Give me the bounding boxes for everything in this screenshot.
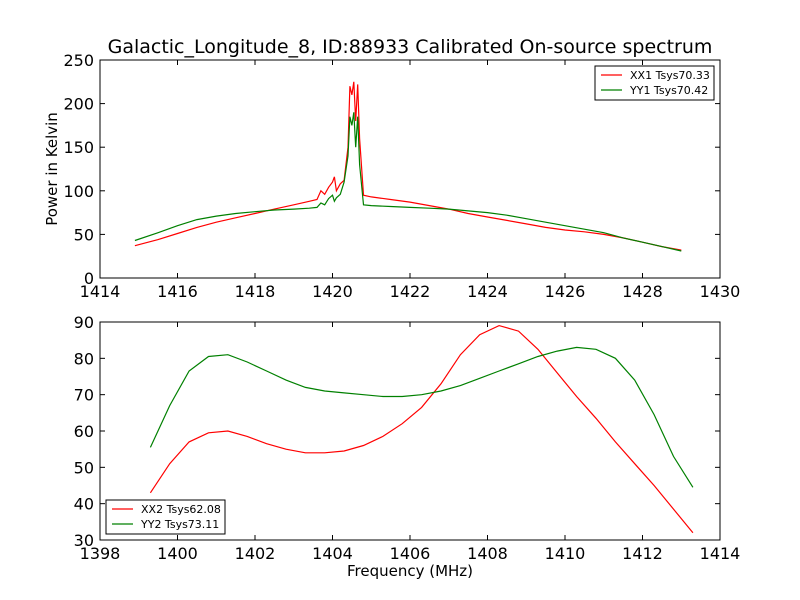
top-series-layer <box>134 81 682 252</box>
bottom-series-layer <box>149 324 694 534</box>
bottom-plot: Frequency (MHz) 1398 1400 1402 1404 1406 1408… <box>74 313 741 580</box>
top-y-tick-label: 100 <box>63 182 94 201</box>
top-series-line-1 <box>134 81 682 251</box>
bottom-series-line-1 <box>149 324 694 534</box>
top-series-line-2 <box>134 112 682 252</box>
bottom-x-tick-label: 1404 <box>312 544 353 563</box>
top-y-tick-label: 150 <box>63 138 94 157</box>
top-legend-box <box>594 65 715 101</box>
top-x-tick-label: 1428 <box>622 282 663 301</box>
bottom-ticks: 1398 1400 1402 1404 1406 1408 1410 1412 1414 30 40… <box>74 313 741 563</box>
bottom-y-tick-label: 40 <box>74 495 94 514</box>
bottom-y-tick-label: 30 <box>74 531 94 550</box>
bottom-legend-label-1: XX2 Tsys62.08 <box>141 503 221 516</box>
bottom-y-tick-label: 90 <box>74 313 94 332</box>
top-x-tick-label: 1414 <box>80 282 121 301</box>
top-x-tick-label: 1418 <box>235 282 276 301</box>
top-legend: XX1 Tsys70.33 YY1 Tsys70.42 <box>594 65 715 101</box>
bottom-series-line-2 <box>149 346 694 488</box>
bottom-x-tick-label: 1410 <box>545 544 586 563</box>
chart-title: Galactic_Longitude_8, ID:88933 Calibrate… <box>108 36 713 58</box>
bottom-x-tick-label: 1412 <box>622 544 663 563</box>
top-y-axis-label: Power in Kelvin <box>43 112 61 226</box>
bottom-legend: XX2 Tsys62.08 YY2 Tsys73.11 <box>105 499 226 535</box>
bottom-x-tick-label: 1402 <box>235 544 276 563</box>
bottom-y-tick-label: 60 <box>74 422 94 441</box>
top-ticks: 1414 1416 1418 1420 1422 1424 1426 1428 1430 0 50 1… <box>63 51 740 301</box>
top-x-tick-label: 1422 <box>390 282 431 301</box>
top-x-tick-label: 1424 <box>467 282 508 301</box>
bottom-x-tick-label: 1400 <box>157 544 198 563</box>
top-plot: Power in Kelvin 1414 1416 1418 1420 1422 1424… <box>43 51 740 301</box>
bottom-x-tick-label: 1398 <box>80 544 121 563</box>
bottom-x-axis-label: Frequency (MHz) <box>347 562 473 580</box>
bottom-x-tick-label: 1406 <box>390 544 431 563</box>
top-y-tick-label: 50 <box>74 225 94 244</box>
bottom-legend-label-2: YY2 Tsys73.11 <box>140 518 219 531</box>
bottom-legend-box <box>105 499 226 535</box>
top-y-tick-label: 0 <box>84 269 94 288</box>
top-legend-label-1: XX1 Tsys70.33 <box>630 69 710 82</box>
top-y-tick-label: 200 <box>63 95 94 114</box>
bottom-y-tick-label: 50 <box>74 458 94 477</box>
bottom-x-tick-label: 1408 <box>467 544 508 563</box>
bottom-x-tick-label: 1414 <box>700 544 741 563</box>
top-legend-label-2: YY1 Tsys70.42 <box>629 84 708 97</box>
top-x-tick-label: 1420 <box>312 282 353 301</box>
bottom-y-tick-label: 70 <box>74 386 94 405</box>
top-y-tick-label: 250 <box>63 51 94 70</box>
top-x-tick-label: 1426 <box>545 282 586 301</box>
top-x-tick-label: 1430 <box>700 282 741 301</box>
bottom-y-tick-label: 80 <box>74 349 94 368</box>
top-x-tick-label: 1416 <box>157 282 198 301</box>
